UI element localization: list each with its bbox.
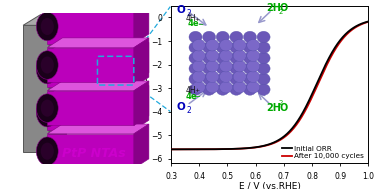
Circle shape (216, 42, 229, 53)
Text: 4e: 4e (185, 92, 197, 101)
Circle shape (192, 50, 205, 61)
Ellipse shape (41, 100, 54, 117)
Polygon shape (47, 81, 149, 91)
Initial ORR (258, 145, 263, 148)
Circle shape (244, 73, 256, 85)
Text: +: + (194, 17, 200, 22)
Polygon shape (47, 52, 134, 87)
Text: −: − (195, 94, 200, 100)
Ellipse shape (41, 18, 54, 35)
Circle shape (233, 71, 246, 82)
Ellipse shape (36, 137, 58, 165)
Circle shape (203, 73, 215, 85)
Circle shape (233, 60, 246, 72)
Circle shape (244, 84, 256, 95)
Ellipse shape (36, 55, 58, 84)
Legend: Initial ORR, After 10,000 cycles: Initial ORR, After 10,000 cycles (279, 143, 367, 162)
Circle shape (189, 42, 202, 53)
Circle shape (230, 73, 243, 85)
Circle shape (192, 71, 205, 82)
Polygon shape (23, 15, 66, 25)
Circle shape (247, 81, 260, 93)
Polygon shape (47, 0, 149, 9)
Polygon shape (47, 42, 149, 52)
Circle shape (247, 60, 260, 72)
Text: O: O (279, 3, 288, 13)
Polygon shape (134, 0, 149, 44)
Circle shape (216, 84, 229, 95)
X-axis label: E / V (vs.RHE): E / V (vs.RHE) (239, 182, 301, 189)
After 10,000 cycles (317, 79, 322, 81)
Circle shape (247, 40, 260, 51)
Circle shape (230, 63, 243, 74)
Text: 2: 2 (186, 106, 191, 115)
Polygon shape (134, 38, 149, 82)
Circle shape (206, 71, 219, 82)
Polygon shape (134, 42, 149, 87)
Circle shape (203, 31, 215, 43)
Ellipse shape (36, 98, 58, 127)
Circle shape (192, 81, 205, 93)
Circle shape (233, 40, 246, 51)
Circle shape (244, 52, 256, 64)
After 10,000 cycles (204, 148, 208, 150)
After 10,000 cycles (301, 114, 305, 116)
Line: After 10,000 cycles: After 10,000 cycles (171, 22, 368, 149)
Circle shape (233, 50, 246, 61)
Circle shape (257, 73, 270, 85)
Polygon shape (134, 81, 149, 125)
Ellipse shape (41, 57, 54, 74)
Ellipse shape (36, 12, 58, 41)
Text: 4H: 4H (186, 14, 196, 23)
Initial ORR (169, 148, 173, 150)
Polygon shape (134, 85, 149, 130)
Polygon shape (23, 25, 49, 152)
Initial ORR (285, 132, 290, 135)
Polygon shape (47, 134, 134, 169)
Circle shape (206, 50, 219, 61)
Circle shape (206, 81, 219, 93)
Circle shape (189, 73, 202, 85)
Circle shape (192, 60, 205, 72)
Polygon shape (47, 85, 149, 95)
Polygon shape (134, 124, 149, 169)
Circle shape (230, 84, 243, 95)
After 10,000 cycles (220, 148, 224, 150)
Circle shape (216, 52, 229, 64)
Polygon shape (47, 9, 134, 44)
Circle shape (220, 60, 233, 72)
Initial ORR (301, 111, 305, 113)
Circle shape (216, 31, 229, 43)
Text: +: + (194, 88, 200, 93)
Initial ORR (317, 76, 322, 78)
Circle shape (257, 31, 270, 43)
Circle shape (247, 71, 260, 82)
Text: 2: 2 (278, 9, 283, 15)
Polygon shape (49, 15, 66, 152)
Ellipse shape (36, 94, 58, 122)
Circle shape (216, 73, 229, 85)
Text: 4e: 4e (188, 19, 199, 28)
Circle shape (257, 84, 270, 95)
Circle shape (220, 71, 233, 82)
Circle shape (230, 42, 243, 53)
Text: O: O (177, 5, 185, 15)
Circle shape (230, 52, 243, 64)
Text: 2H: 2H (266, 3, 281, 13)
Ellipse shape (36, 51, 58, 79)
Circle shape (203, 42, 215, 53)
Text: O: O (177, 102, 185, 112)
Circle shape (203, 63, 215, 74)
Circle shape (257, 52, 270, 64)
Circle shape (206, 40, 219, 51)
Text: 2: 2 (278, 100, 283, 106)
Circle shape (206, 60, 219, 72)
After 10,000 cycles (258, 146, 263, 148)
Circle shape (189, 52, 202, 64)
Polygon shape (47, 38, 149, 48)
Circle shape (244, 42, 256, 53)
Initial ORR (220, 148, 224, 150)
Circle shape (233, 81, 246, 93)
Circle shape (203, 52, 215, 64)
